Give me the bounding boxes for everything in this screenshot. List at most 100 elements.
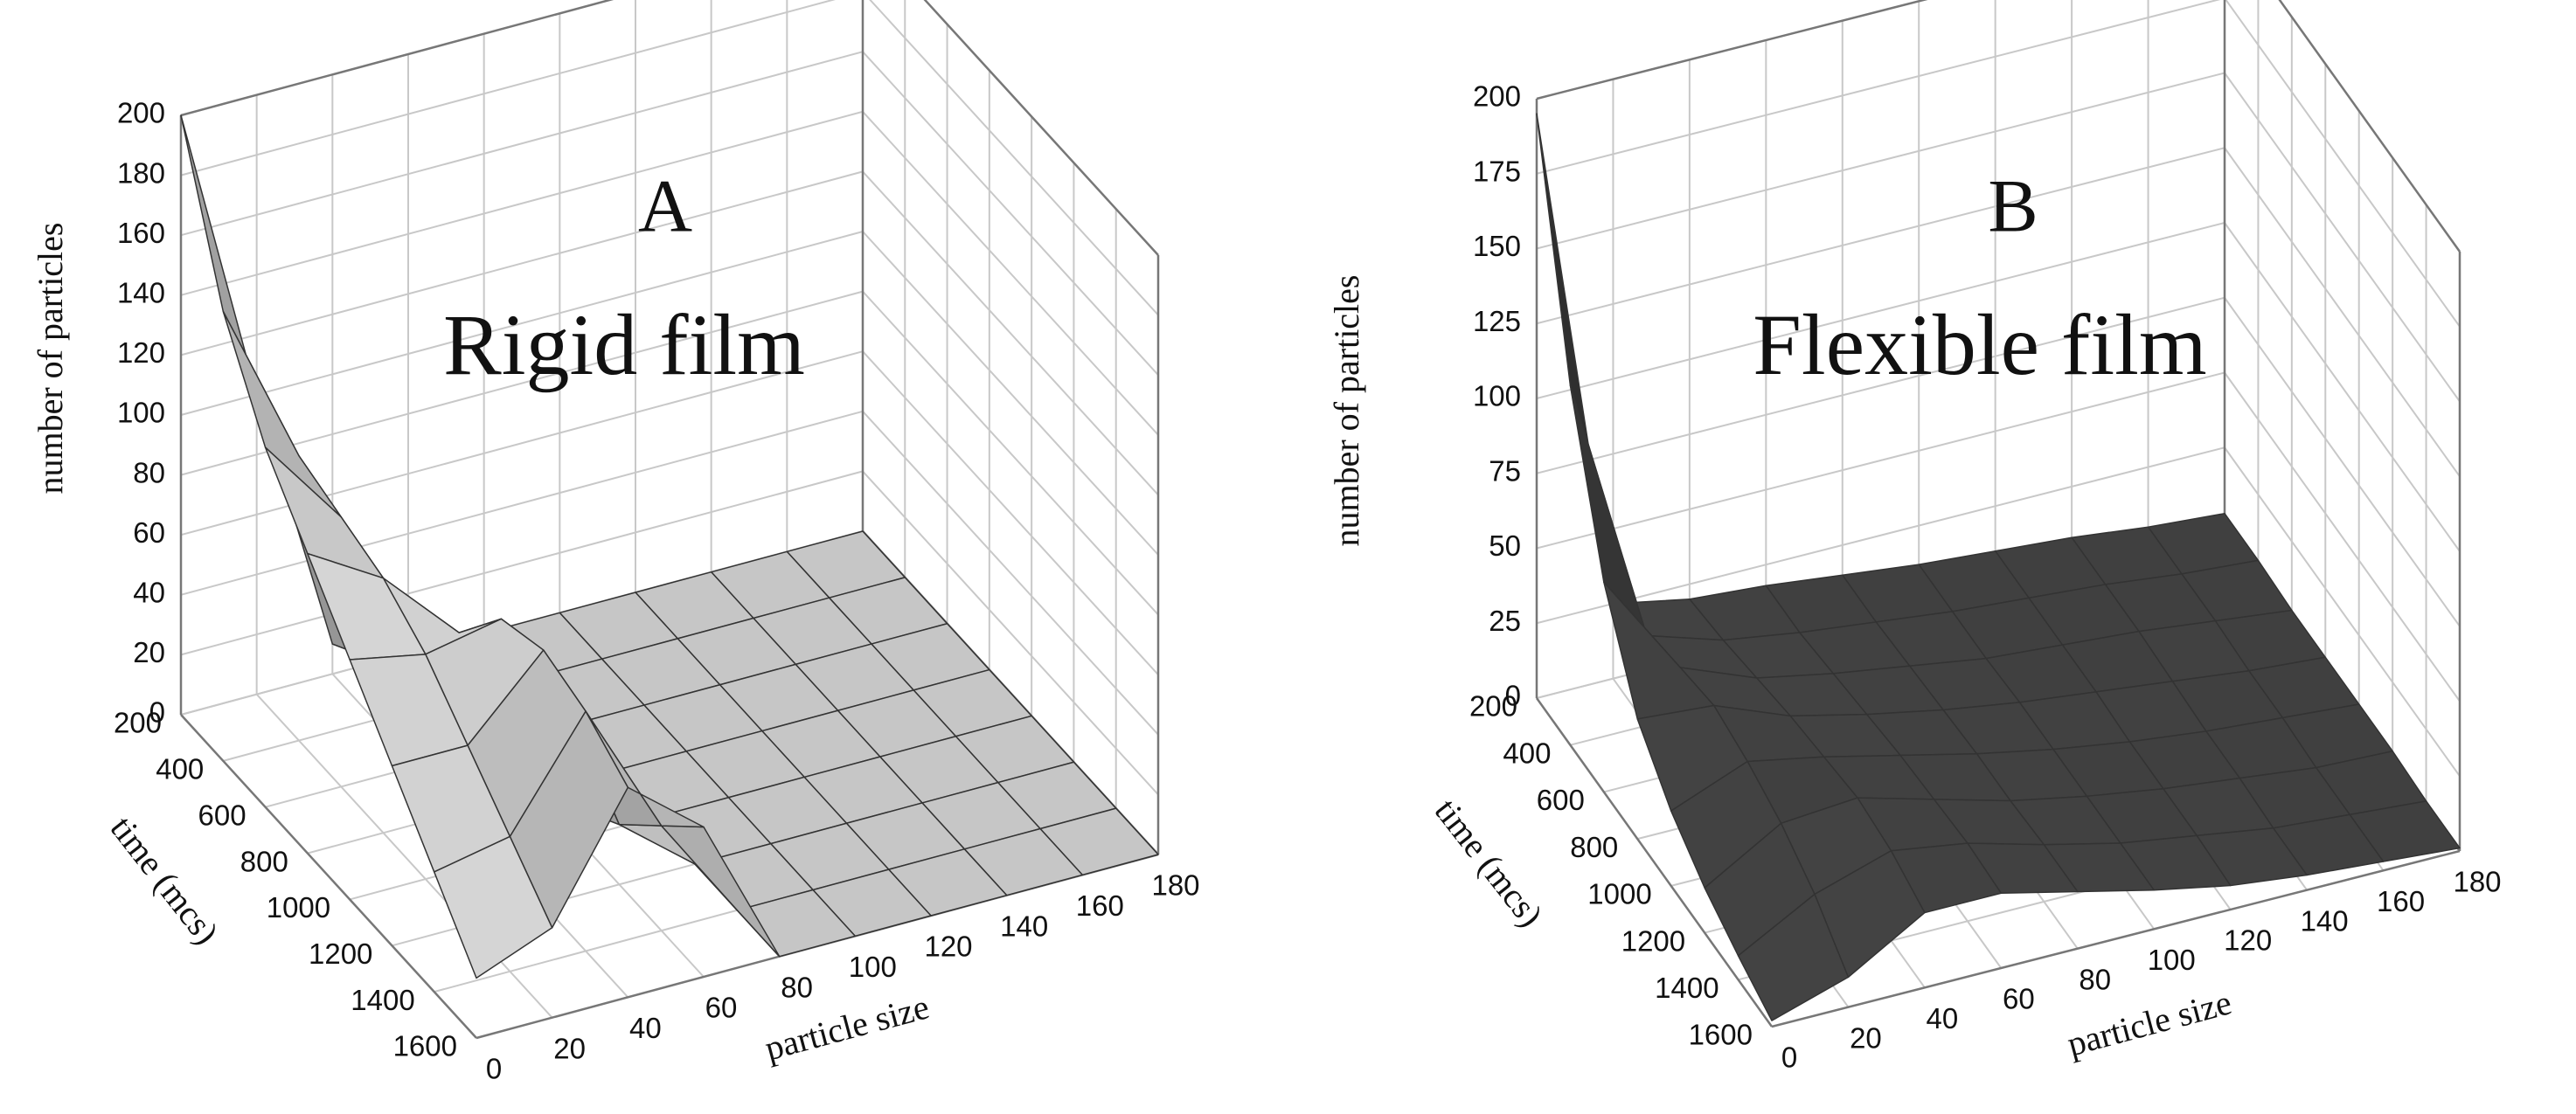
- y-tick-label: 1000: [267, 891, 330, 924]
- x-tick-label: 120: [2224, 924, 2272, 957]
- x-tick-label: 60: [705, 992, 738, 1024]
- x-tick-label: 160: [2377, 885, 2425, 917]
- grid-line: [180, 170, 864, 356]
- z-tick-label: 200: [117, 97, 165, 129]
- y-tick-label: 200: [114, 707, 162, 739]
- z-tick-label: 150: [1473, 230, 1521, 262]
- y-tick-label: 200: [1469, 690, 1517, 723]
- x-tick-label: 120: [924, 931, 972, 963]
- grid-line: [180, 410, 864, 596]
- grid-line: [180, 231, 864, 416]
- z-tick-label: 120: [117, 336, 165, 369]
- grid-line: [2224, 446, 2461, 777]
- y-tick-label: 600: [1537, 784, 1585, 816]
- grid-line: [1536, 446, 2225, 625]
- grid-line: [2224, 147, 2461, 477]
- grid-line: [862, 231, 1159, 556]
- grid-line: [1536, 72, 2225, 250]
- grid-line: [1536, 0, 2221, 175]
- grid-line: [862, 411, 1159, 736]
- grid-line: [180, 290, 864, 476]
- grid-line: [1536, 371, 2225, 550]
- z-tick-label: 40: [133, 577, 165, 609]
- z-tick-label: 175: [1473, 155, 1521, 187]
- axis-edge: [180, 0, 614, 117]
- y-tick-label: 600: [198, 799, 246, 831]
- panel-subtitle: Flexible film: [1753, 296, 2206, 393]
- z-tick-label: 100: [117, 397, 165, 429]
- x-tick-label: 140: [1000, 910, 1048, 942]
- grid-line: [180, 0, 836, 176]
- grid-line: [923, 0, 1159, 256]
- grid-line: [862, 290, 1159, 616]
- grid-line: [869, 0, 1159, 316]
- x-tick-label: 20: [1850, 1021, 1882, 1054]
- axis-edge: [2278, 0, 2461, 253]
- x-tick-label: 40: [1927, 1002, 1959, 1034]
- panel-subtitle: Rigid film: [443, 296, 805, 393]
- z-tick-label: 0: [1505, 680, 1521, 712]
- z-tick-label: 60: [133, 516, 165, 549]
- z-tick-label: 180: [117, 156, 165, 189]
- grid-line: [862, 51, 1159, 376]
- axis-edge: [1535, 697, 1774, 1028]
- x-tick-label: 0: [486, 1053, 502, 1085]
- x-tick-label: 80: [781, 971, 813, 1003]
- grid-line: [180, 51, 864, 237]
- z-tick-label: 50: [1489, 529, 1521, 562]
- y-tick-label: 1400: [351, 984, 414, 1016]
- x-tick-label: 60: [2003, 983, 2035, 1015]
- y-axis-title: time (mcs): [1427, 792, 1551, 934]
- y-tick-label: 1600: [1689, 1019, 1753, 1051]
- grid-line: [862, 170, 1159, 496]
- grid-line: [2224, 72, 2461, 403]
- z-tick-label: 25: [1489, 605, 1521, 637]
- y-tick-label: 1000: [1587, 878, 1651, 910]
- x-tick-label: 0: [1781, 1041, 1797, 1074]
- grid-line: [2278, 0, 2461, 253]
- x-tick-label: 180: [2453, 866, 2501, 898]
- z-tick-label: 0: [149, 696, 165, 729]
- grid-line: [255, 693, 553, 1019]
- x-tick-label: 100: [2148, 944, 2196, 976]
- x-tick-label: 40: [629, 1012, 662, 1044]
- z-axis-title: number of particles: [1327, 275, 1366, 547]
- grid-line: [180, 470, 864, 656]
- z-tick-label: 160: [117, 217, 165, 249]
- y-tick-label: 1400: [1655, 972, 1718, 1004]
- z-tick-label: 80: [133, 456, 165, 488]
- grid-line: [180, 110, 864, 296]
- panel-label: A: [638, 164, 692, 248]
- grid-line: [180, 0, 614, 116]
- grid-line: [862, 350, 1159, 675]
- grid-line: [1536, 222, 2225, 399]
- y-tick-label: 800: [240, 845, 288, 877]
- x-tick-label: 20: [553, 1032, 586, 1064]
- surface-cell: [433, 835, 553, 979]
- surface-cell: [1737, 893, 1850, 1021]
- grid-line: [862, 111, 1159, 436]
- x-tick-label: 80: [2079, 963, 2111, 995]
- x-tick-label: 140: [2301, 904, 2349, 937]
- grid-line: [1536, 0, 1927, 100]
- z-axis-title: number of particles: [31, 223, 70, 495]
- y-tick-label: 1200: [309, 938, 372, 970]
- x-tick-label: 100: [849, 951, 897, 983]
- grid-line: [1536, 296, 2225, 474]
- grid-line: [1536, 147, 2225, 325]
- axis-edge: [180, 714, 477, 1039]
- surface-panel: 0204060801001201401601802002004006008001…: [31, 0, 1200, 1085]
- x-tick-label: 180: [1151, 869, 1199, 902]
- z-tick-label: 100: [1473, 380, 1521, 412]
- x-tick-label: 160: [1076, 889, 1124, 922]
- y-tick-label: 1600: [393, 1030, 457, 1062]
- grid-line: [2224, 371, 2461, 702]
- y-tick-label: 400: [1503, 737, 1551, 769]
- grid-line: [2224, 222, 2461, 552]
- z-tick-label: 140: [117, 277, 165, 309]
- z-tick-label: 125: [1473, 305, 1521, 337]
- grid-line: [2224, 297, 2461, 627]
- y-tick-label: 1200: [1621, 924, 1685, 957]
- z-tick-label: 200: [1473, 80, 1521, 113]
